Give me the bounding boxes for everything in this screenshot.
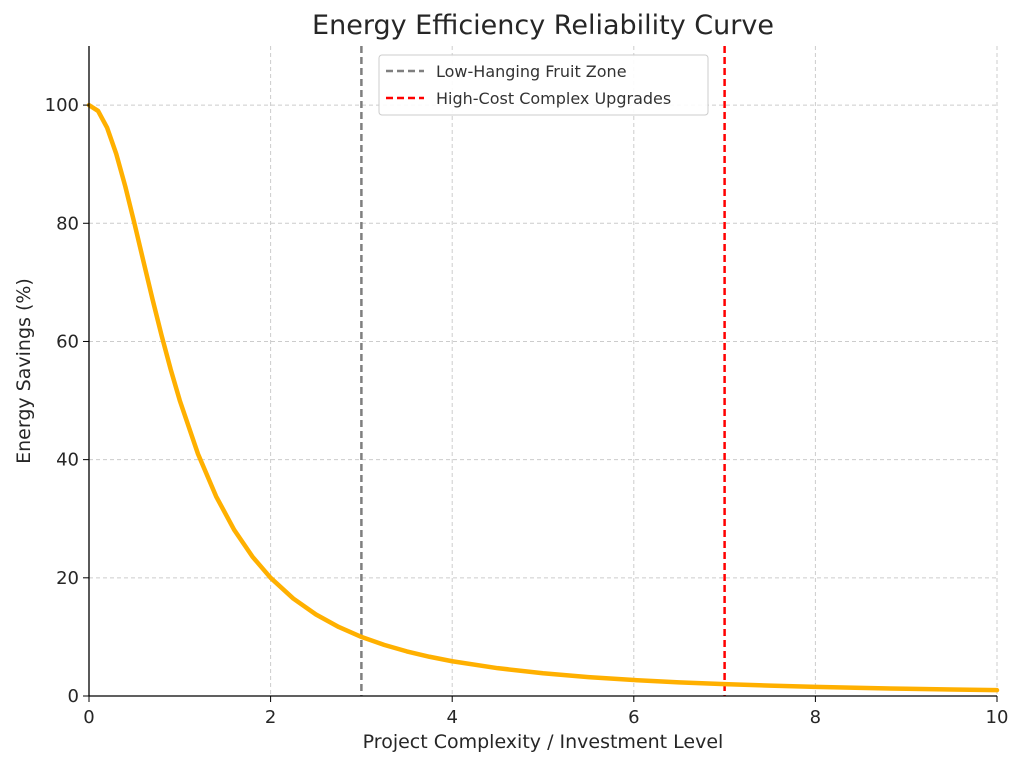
grid xyxy=(88,46,998,697)
energy-savings-curve xyxy=(86,102,1000,693)
y-tick-label: 40 xyxy=(56,450,79,471)
legend: Low-Hanging Fruit Zone High-Cost Complex… xyxy=(378,54,709,116)
y-tick-label: 20 xyxy=(56,568,79,589)
x-tick-label: 6 xyxy=(628,707,639,728)
y-axis-title: Energy Savings (%) xyxy=(13,278,35,464)
chart-title: Energy Efficiency Reliability Curve xyxy=(312,10,774,41)
y-tick-label: 0 xyxy=(68,686,79,707)
legend-label-low-hanging: Low-Hanging Fruit Zone xyxy=(436,62,627,81)
x-tick-label: 0 xyxy=(83,707,94,728)
y-tick-label: 60 xyxy=(56,331,79,352)
reference-lines xyxy=(360,46,726,696)
y-tick-label: 80 xyxy=(56,213,79,234)
x-tick-label: 10 xyxy=(986,707,1009,728)
x-tick-label: 8 xyxy=(810,707,821,728)
series-layer xyxy=(86,102,1000,693)
x-axis-title: Project Complexity / Investment Level xyxy=(363,731,724,753)
x-tick-label: 4 xyxy=(446,707,457,728)
x-tick-label: 2 xyxy=(265,707,276,728)
legend-label-high-cost: High-Cost Complex Upgrades xyxy=(436,89,671,108)
axes xyxy=(83,46,998,702)
y-tick-label: 100 xyxy=(45,95,79,116)
legend-frame xyxy=(378,54,709,116)
